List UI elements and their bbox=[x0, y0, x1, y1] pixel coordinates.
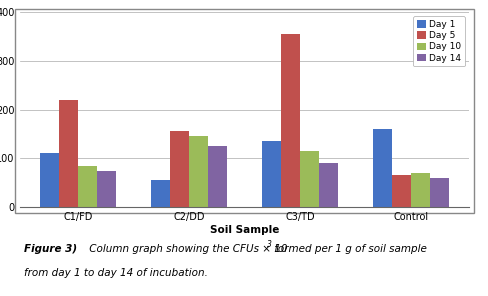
Bar bbox=[170, 131, 188, 207]
Bar bbox=[78, 166, 97, 207]
Bar bbox=[188, 136, 207, 207]
Bar bbox=[373, 129, 391, 207]
Text: Figure 3): Figure 3) bbox=[24, 244, 78, 254]
Bar bbox=[410, 173, 429, 207]
Text: Column graph showing the CFUs × 10: Column graph showing the CFUs × 10 bbox=[85, 244, 286, 254]
Bar bbox=[40, 153, 59, 207]
Legend: Day 1, Day 5, Day 10, Day 14: Day 1, Day 5, Day 10, Day 14 bbox=[412, 16, 464, 66]
Bar bbox=[207, 146, 226, 207]
Text: 3: 3 bbox=[266, 240, 271, 249]
X-axis label: Soil Sample: Soil Sample bbox=[209, 225, 279, 235]
Text: formed per 1 g of soil sample: formed per 1 g of soil sample bbox=[271, 244, 427, 254]
Bar bbox=[281, 34, 300, 207]
Bar bbox=[318, 163, 337, 207]
Bar bbox=[59, 100, 78, 207]
Bar bbox=[429, 178, 448, 207]
Bar bbox=[151, 180, 170, 207]
Bar bbox=[262, 141, 281, 207]
Bar bbox=[97, 170, 115, 207]
Bar bbox=[391, 176, 410, 207]
Text: from day 1 to day 14 of incubation.: from day 1 to day 14 of incubation. bbox=[24, 268, 208, 278]
Bar bbox=[300, 151, 318, 207]
